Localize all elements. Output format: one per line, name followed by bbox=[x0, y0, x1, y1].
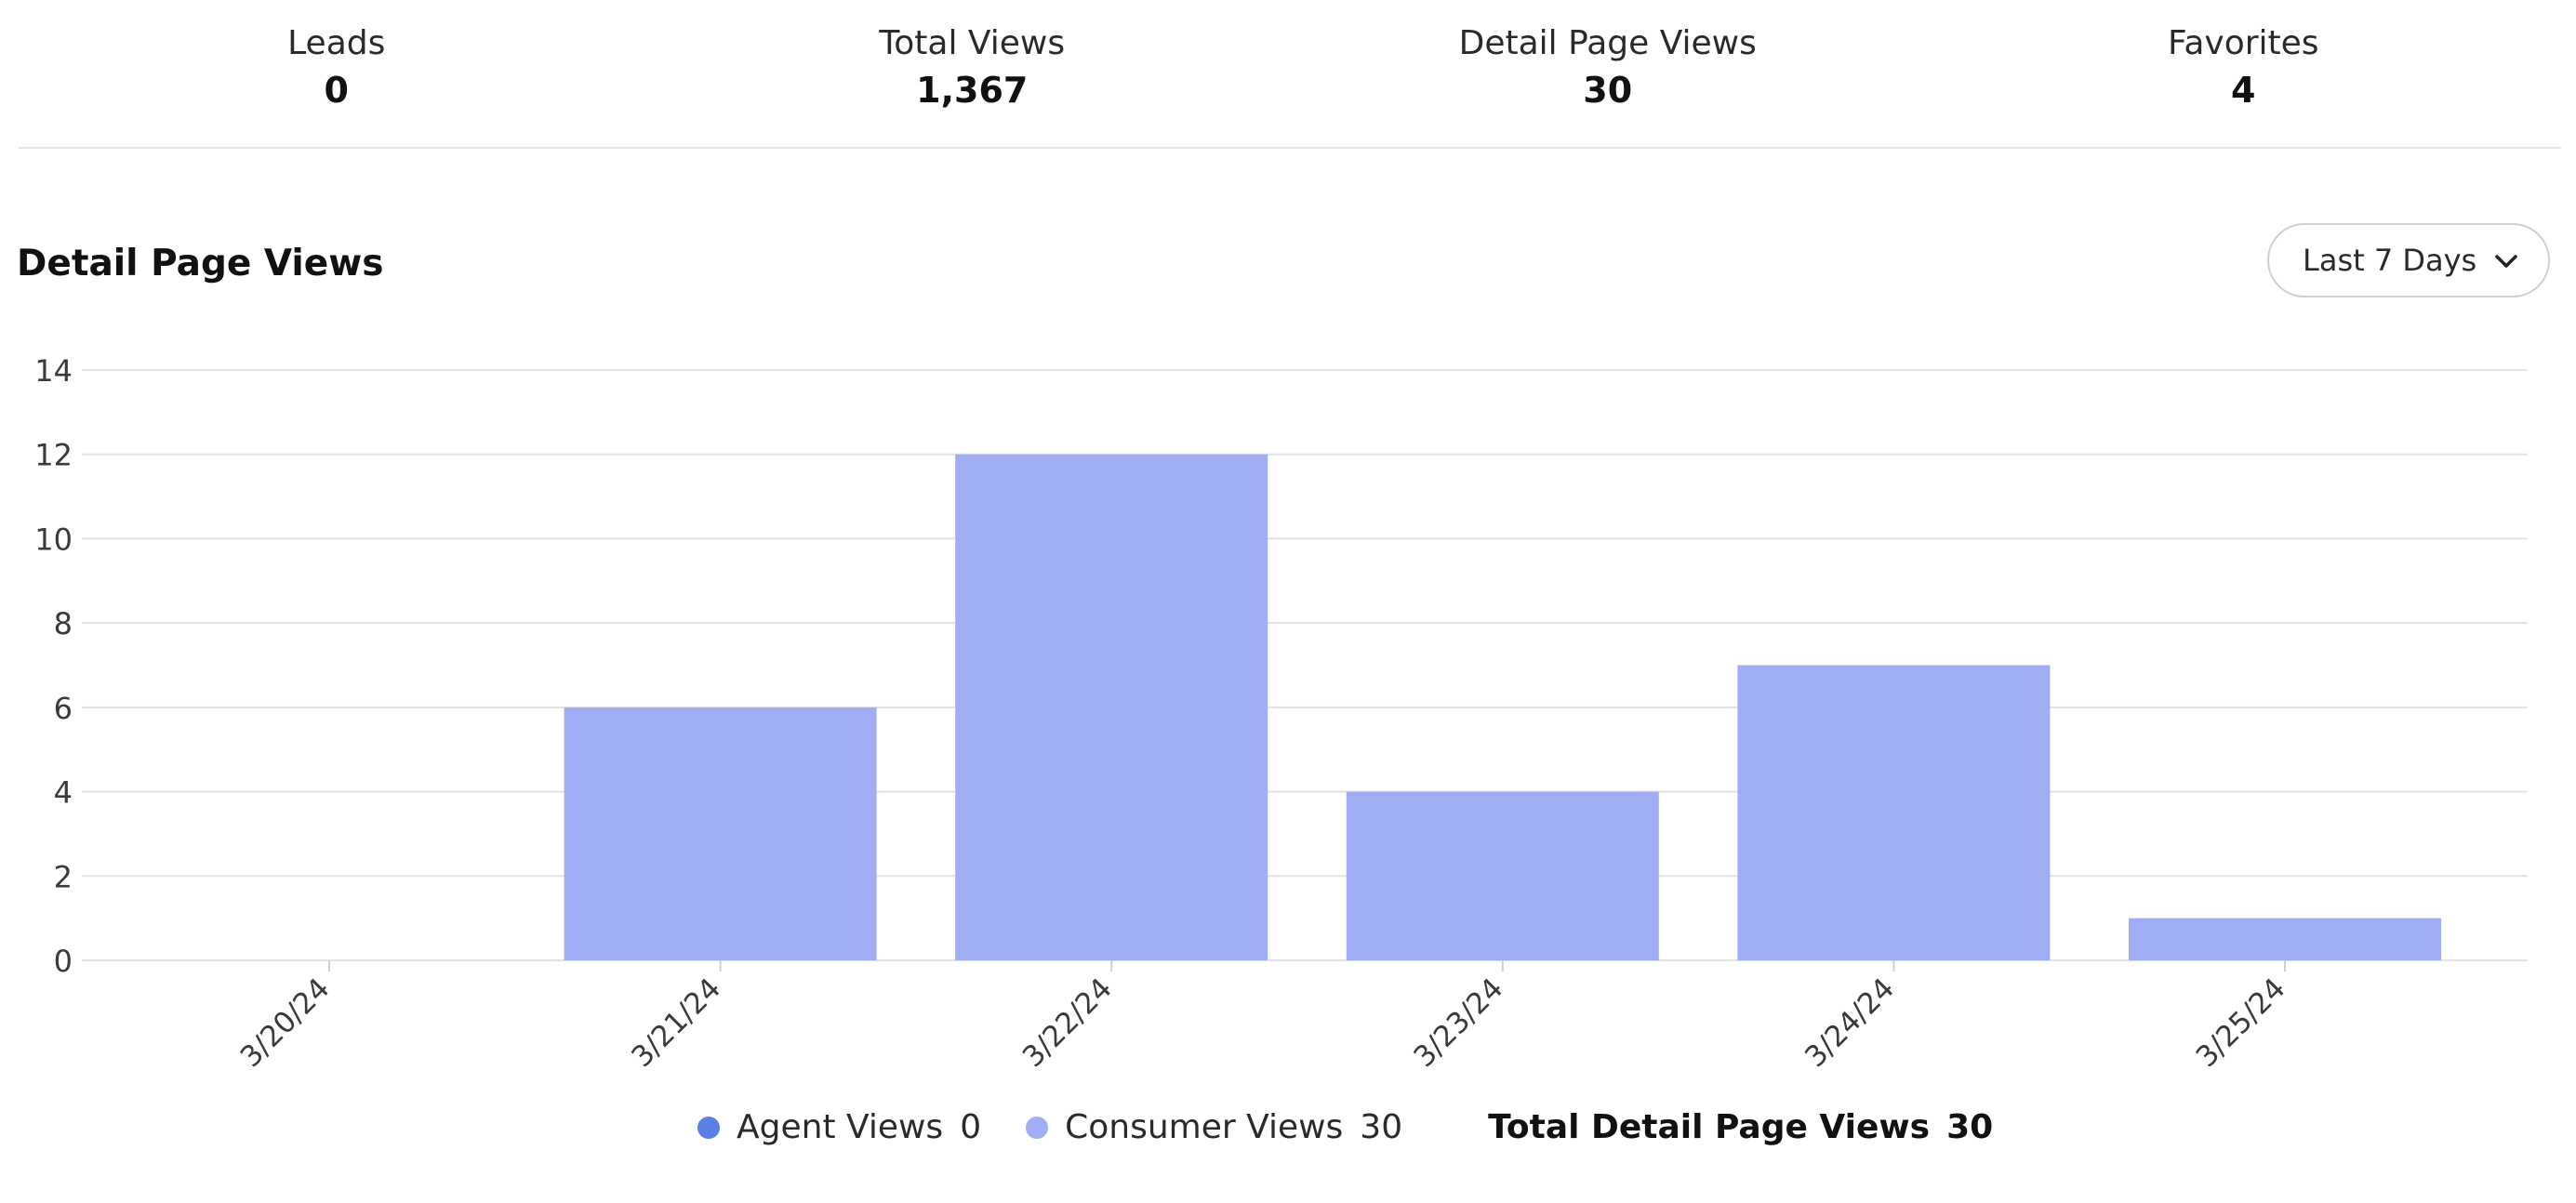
x-tick-label: 3/24/24 bbox=[1799, 972, 1901, 1074]
legend-total-value: 30 bbox=[1946, 1108, 1994, 1146]
agent-views-swatch bbox=[697, 1116, 720, 1139]
stat-label: Leads bbox=[287, 24, 386, 62]
chart-legend: Agent Views 0 Consumer Views 30 Total De… bbox=[697, 1108, 1993, 1146]
stat-label: Favorites bbox=[2167, 24, 2319, 62]
stat-value: 1,367 bbox=[916, 70, 1029, 111]
bar-consumer-views[interactable] bbox=[2129, 918, 2441, 960]
section-title: Detail Page Views bbox=[17, 243, 384, 284]
bar-consumer-views[interactable] bbox=[1346, 791, 1659, 960]
y-tick-label: 12 bbox=[34, 438, 73, 473]
chevron-down-icon bbox=[2495, 255, 2517, 268]
x-tick-label: 3/20/24 bbox=[234, 972, 337, 1074]
x-tick-label: 3/23/24 bbox=[1407, 972, 1509, 1074]
y-tick-label: 2 bbox=[54, 859, 73, 894]
legend-total: Total Detail Page Views 30 bbox=[1488, 1108, 1993, 1146]
date-range-value: Last 7 Days bbox=[2303, 243, 2477, 278]
x-tick-label: 3/22/24 bbox=[1016, 972, 1119, 1074]
y-tick-label: 14 bbox=[34, 353, 73, 389]
x-tick-label: 3/21/24 bbox=[625, 972, 727, 1074]
legend-count: 0 bbox=[960, 1108, 982, 1146]
stat-value: 0 bbox=[324, 70, 349, 111]
y-tick-label: 4 bbox=[54, 775, 73, 811]
stat-favorites: Favorites 4 bbox=[1926, 0, 2562, 147]
stat-value: 4 bbox=[2231, 70, 2256, 111]
bar-consumer-views[interactable] bbox=[1737, 665, 2051, 961]
y-tick-label: 6 bbox=[54, 691, 73, 726]
y-tick-label: 10 bbox=[34, 522, 73, 557]
legend-total-label: Total Detail Page Views bbox=[1488, 1108, 1931, 1146]
legend-label: Agent Views bbox=[737, 1108, 944, 1146]
bar-consumer-views[interactable] bbox=[564, 707, 877, 960]
stat-detail-page-views: Detail Page Views 30 bbox=[1290, 0, 1926, 147]
stat-leads: Leads 0 bbox=[19, 0, 655, 147]
y-tick-label: 0 bbox=[54, 944, 73, 979]
legend-item-agent-views[interactable]: Agent Views 0 bbox=[697, 1108, 981, 1146]
y-tick-label: 8 bbox=[54, 606, 73, 641]
stat-value: 30 bbox=[1583, 70, 1633, 111]
date-range-select[interactable]: Last 7 Days bbox=[2267, 223, 2550, 297]
bar-chart: 0 2 4 6 8 10 12 14 3/20/24 3/21/24 3/22/24 3/23/24 3… bbox=[34, 353, 2528, 1074]
x-tick-label: 3/25/24 bbox=[2190, 972, 2292, 1074]
stat-label: Detail Page Views bbox=[1458, 24, 1757, 62]
legend-label: Consumer Views bbox=[1065, 1108, 1344, 1146]
stats-row: Leads 0 Total Views 1,367 Detail Page Vi… bbox=[19, 0, 2561, 149]
bar-consumer-views[interactable] bbox=[955, 454, 1268, 960]
legend-item-consumer-views[interactable]: Consumer Views 30 bbox=[1026, 1108, 1402, 1146]
legend-count: 30 bbox=[1360, 1108, 1403, 1146]
stat-total-views: Total Views 1,367 bbox=[655, 0, 1291, 147]
consumer-views-swatch bbox=[1026, 1116, 1049, 1139]
stat-label: Total Views bbox=[879, 24, 1066, 62]
